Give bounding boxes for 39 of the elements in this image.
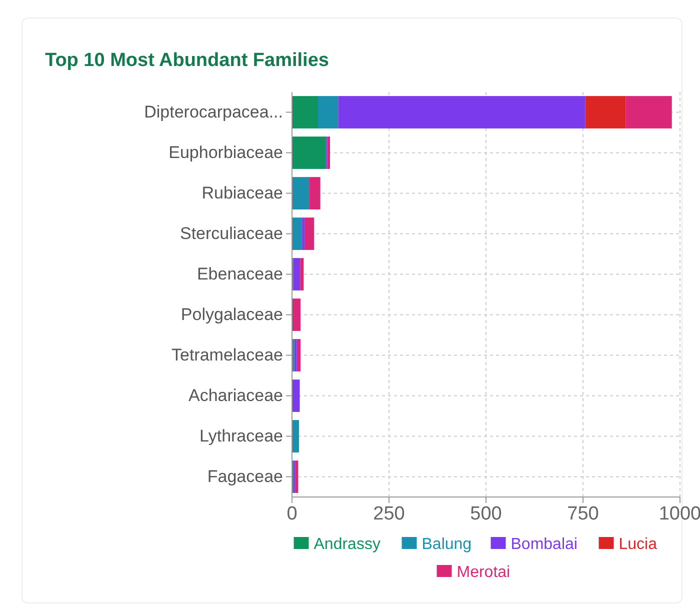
bar xyxy=(318,96,338,128)
bar xyxy=(309,177,320,210)
bar xyxy=(296,339,301,372)
bar xyxy=(292,177,310,210)
bar xyxy=(300,258,304,290)
legend-label: Merotai xyxy=(456,564,510,581)
bar xyxy=(292,420,299,452)
bar xyxy=(327,136,330,169)
x-tick-label: 0 xyxy=(286,503,298,524)
bar xyxy=(292,380,300,412)
legend-label: Andrassy xyxy=(314,536,380,553)
y-tick-label: Polygalaceae xyxy=(180,305,283,324)
y-tick-label: Achariaceae xyxy=(188,386,283,406)
y-tick-label: Tetramelaceae xyxy=(171,346,283,365)
bar xyxy=(585,96,626,128)
y-tick-label: Dipterocarpacea... xyxy=(144,102,283,122)
bar xyxy=(292,298,301,331)
bar xyxy=(292,96,318,128)
bar xyxy=(293,258,300,290)
y-tick-label: Sterculiaceae xyxy=(180,224,283,244)
legend-label: Bombalai xyxy=(510,536,578,553)
y-tick-label: Fagaceae xyxy=(207,467,283,486)
chart-title: Top 10 Most Abundant Families xyxy=(45,50,329,71)
bar xyxy=(626,96,672,128)
x-tick-label: 1000 xyxy=(658,503,700,524)
bar xyxy=(295,460,298,493)
x-tick-label: 250 xyxy=(373,503,405,524)
y-tick-label: Lythraceae xyxy=(200,426,283,446)
bar xyxy=(292,218,302,250)
bar xyxy=(304,218,314,250)
y-tick-label: Euphorbiaceae xyxy=(168,143,283,162)
y-tick-label: Rubiaceae xyxy=(202,184,283,203)
bar xyxy=(292,136,326,169)
x-tick-label: 500 xyxy=(470,503,502,524)
legend-label: Lucia xyxy=(618,536,658,553)
x-tick-label: 750 xyxy=(567,503,599,524)
bar xyxy=(338,96,586,128)
y-tick-label: Ebenaceae xyxy=(196,264,283,284)
legend-label: Balung xyxy=(422,536,472,553)
